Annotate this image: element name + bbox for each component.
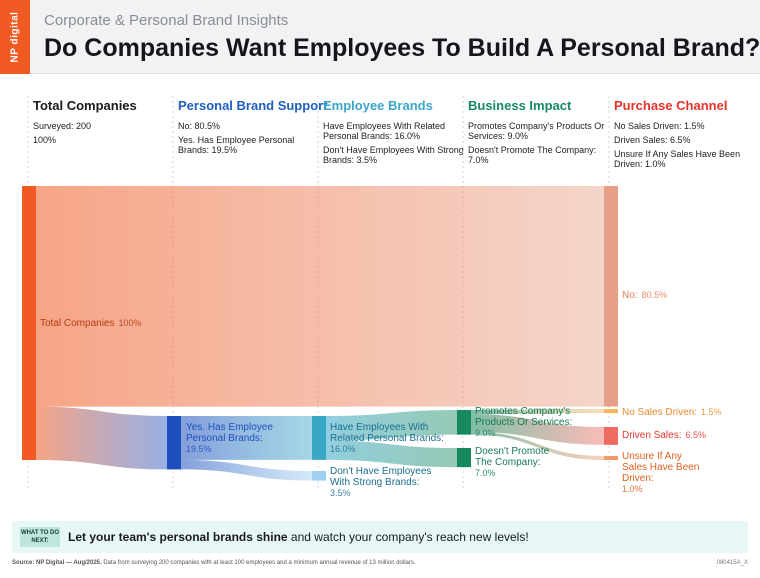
flow-total-to-yes	[36, 406, 167, 470]
np-digital-logo: NP digital	[0, 0, 30, 74]
column-stat: 100%	[33, 135, 57, 145]
node-total	[22, 186, 36, 460]
flow-total-to-no	[36, 186, 604, 407]
chart-code: 080415A_X	[716, 560, 748, 566]
chart-subtitle: Corporate & Personal Brand Insights	[44, 12, 289, 29]
node-no	[604, 186, 618, 407]
column-title: Total Companies	[33, 98, 137, 113]
column-title: Personal Brand Support	[178, 98, 328, 113]
node-label-unsure: Unsure If Any Sales Have Been Driven: 1.0%	[622, 451, 699, 494]
node-label-no: No: 80.5%	[622, 290, 667, 301]
column-stat: Don't Have Employees With Strong Brands:…	[323, 145, 464, 165]
node-notstrong	[312, 471, 326, 481]
column-2: Employee Brands Have Employees With Relat…	[323, 98, 469, 169]
node-unsure	[604, 456, 618, 460]
flow-promotes-to-unsure	[471, 431, 604, 460]
node-label-promotes: Promotes Company's Products Or Services: 9…	[475, 406, 572, 438]
node-label-total: Total Companies 100%	[40, 318, 142, 329]
column-3: Business Impact Promotes Company's Produc…	[468, 98, 614, 169]
flow-related-to-promotes	[326, 410, 457, 441]
node-label-notstrong: Don't Have Employees With Strong Brands: 3…	[330, 466, 431, 498]
node-driven	[604, 427, 618, 445]
column-title: Purchase Channel	[614, 98, 728, 113]
column-4: Purchase Channel No Sales Driven: 1.5% Dri…	[614, 98, 760, 173]
column-stat: No Sales Driven: 1.5%	[614, 121, 705, 131]
call-to-action-text: Let your team's personal brands shine an…	[68, 530, 529, 544]
column-0: Total Companies Surveyed: 200 100%	[33, 98, 179, 149]
column-stat: Have Employees With Related Personal Bra…	[323, 121, 446, 141]
flow-promotes-to-nosales	[471, 409, 604, 415]
node-label-yes: Yes. Has Employee Personal Brands: 19.5%	[186, 422, 273, 454]
column-title: Employee Brands	[323, 98, 433, 113]
column-title: Business Impact	[468, 98, 572, 113]
chart-title: Do Companies Want Employees To Build A P…	[44, 34, 760, 62]
node-label-driven: Driven Sales: 6.5%	[622, 430, 706, 441]
column-1: Personal Brand Support No: 80.5% Yes. Has …	[178, 98, 328, 159]
column-stat: Doesn't Promote The Company: 7.0%	[468, 145, 597, 165]
node-label-nosales: No Sales Driven: 1.5%	[622, 407, 722, 418]
node-label-related: Have Employees With Related Personal Bran…	[330, 422, 444, 454]
column-stat: Yes. Has Employee Personal Brands: 19.5%	[178, 135, 295, 155]
node-yes	[167, 416, 181, 470]
column-stat: Promotes Company's Products Or Services:…	[468, 121, 605, 141]
what-to-do-next-badge: WHAT TO DO NEXT:	[20, 527, 60, 547]
column-stat: Driven Sales: 6.5%	[614, 135, 691, 145]
header: NP digital Corporate & Personal Brand In…	[0, 0, 760, 74]
node-label-notpromote: Doesn't Promote The Company: 7.0%	[475, 446, 550, 478]
flow-promotes-to-driven	[471, 414, 604, 445]
column-stat: No: 80.5%	[178, 121, 221, 131]
flow-yes-to-notstrong	[181, 459, 312, 481]
node-related	[312, 416, 326, 460]
flow-related-to-notpromote	[326, 440, 457, 468]
node-notpromote	[457, 448, 471, 468]
flow-yes-to-related	[181, 416, 312, 460]
column-stat: Surveyed: 200	[33, 121, 92, 131]
call-to-action-bar: WHAT TO DO NEXT: Let your team's persona…	[12, 521, 748, 553]
source-note: Source: NP Digital — Aug/2025. Data from…	[12, 560, 416, 566]
column-stat: Unsure If Any Sales Have Been Driven: 1.…	[614, 149, 741, 169]
node-nosales	[604, 409, 618, 414]
sankey-chart: Total Companies 100%No: 80.5%Yes. Has Empl…	[22, 96, 722, 498]
node-promotes	[457, 410, 471, 435]
